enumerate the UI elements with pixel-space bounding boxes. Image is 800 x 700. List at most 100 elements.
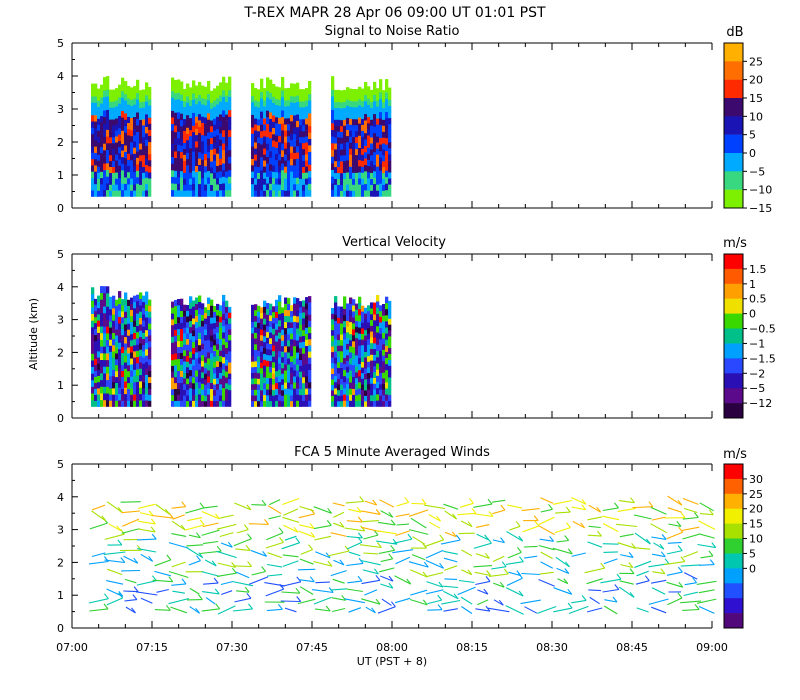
wind-barb <box>125 606 136 614</box>
heatmap-cell <box>127 171 131 179</box>
heatmap-cell <box>94 146 98 153</box>
heatmap-cell <box>349 178 353 185</box>
heatmap-cell <box>201 337 205 344</box>
heatmap-cell <box>192 164 196 171</box>
heatmap-cell <box>142 363 146 370</box>
wind-barb <box>189 606 200 614</box>
heatmap-cell <box>115 136 119 143</box>
wind-barb <box>491 566 507 570</box>
heatmap-cell <box>367 389 371 396</box>
heatmap-cell <box>124 81 128 88</box>
heatmap-cell <box>293 345 297 353</box>
wind-barb <box>619 580 634 585</box>
heatmap-cell <box>352 376 356 383</box>
wind-barb-flag <box>438 581 444 588</box>
heatmap-cell <box>192 365 196 372</box>
wind-barb <box>313 524 332 530</box>
heatmap-cell <box>346 377 350 384</box>
heatmap-cell <box>118 316 122 324</box>
heatmap-cell <box>287 118 291 125</box>
heatmap-segment <box>251 295 312 407</box>
heatmap-cell <box>349 303 353 310</box>
heatmap-cell <box>373 107 377 115</box>
heatmap-cell <box>302 377 306 384</box>
heatmap-cell <box>177 382 181 389</box>
heatmap-cell <box>349 142 353 149</box>
heatmap-cell <box>349 172 353 179</box>
heatmap-cell <box>266 103 270 111</box>
heatmap-cell <box>278 369 282 376</box>
heatmap-cell <box>130 327 134 335</box>
heatmap-cell <box>293 102 297 110</box>
heatmap-cell <box>121 305 125 312</box>
colorbar-swatch <box>724 478 743 495</box>
heatmap-cell <box>124 374 128 382</box>
heatmap-cell <box>302 119 306 126</box>
heatmap-cell <box>124 119 128 127</box>
heatmap-cell <box>343 357 347 364</box>
heatmap-cell <box>177 138 181 145</box>
heatmap-cell <box>358 190 362 197</box>
heatmap-cell <box>145 400 149 407</box>
heatmap-cell <box>379 333 383 340</box>
heatmap-cell <box>352 101 356 108</box>
heatmap-cell <box>358 369 362 377</box>
heatmap-cell <box>195 321 199 329</box>
heatmap-cell <box>112 154 116 162</box>
heatmap-cell <box>201 134 205 142</box>
heatmap-cell <box>275 299 279 306</box>
heatmap-cell <box>266 136 270 144</box>
heatmap-cell <box>257 89 261 96</box>
wind-barb-flag <box>533 515 539 521</box>
heatmap-cell <box>189 339 193 346</box>
heatmap-cell <box>130 382 134 389</box>
colorbar-swatch <box>724 116 743 135</box>
heatmap-cell <box>293 358 297 365</box>
heatmap-cell <box>186 389 190 396</box>
wind-profile <box>344 496 366 613</box>
heatmap-cell <box>337 328 341 335</box>
heatmap-cell <box>97 326 101 333</box>
wind-barb <box>650 523 668 534</box>
heatmap-cell <box>293 183 297 191</box>
heatmap-cell <box>302 365 306 372</box>
heatmap-cell <box>254 400 258 407</box>
heatmap-cell <box>340 190 344 197</box>
heatmap-cell <box>287 106 291 113</box>
wind-barb <box>185 507 205 514</box>
heatmap-cell <box>228 373 232 380</box>
heatmap-cell <box>287 130 291 137</box>
heatmap-cell <box>251 158 255 166</box>
heatmap-cell <box>293 351 297 359</box>
wind-barb <box>524 606 538 614</box>
heatmap-cell <box>278 400 282 407</box>
heatmap-cell <box>112 89 116 96</box>
heatmap-cell <box>210 305 214 312</box>
heatmap-cell <box>177 388 181 395</box>
heatmap-cell <box>334 172 338 179</box>
heatmap-cell <box>382 178 386 185</box>
heatmap-cell <box>370 119 374 126</box>
heatmap-cell <box>106 163 110 170</box>
heatmap-cell <box>186 102 190 109</box>
wind-barb <box>409 569 428 578</box>
heatmap-cell <box>192 93 196 100</box>
wind-barb <box>505 561 524 565</box>
heatmap-cell <box>192 353 196 360</box>
heatmap-cell <box>189 382 193 389</box>
wind-barb-flag <box>516 547 522 553</box>
wind-barb <box>248 523 269 525</box>
heatmap-cell <box>352 154 356 161</box>
wind-barb-flag <box>339 559 345 566</box>
heatmap-cell <box>260 157 264 164</box>
heatmap-cell <box>379 310 383 317</box>
heatmap-cell <box>296 400 300 407</box>
heatmap-cell <box>91 96 95 103</box>
heatmap-cell <box>379 118 383 126</box>
wind-barb <box>552 547 573 555</box>
heatmap-cell <box>361 142 365 149</box>
wind-barb <box>140 597 153 604</box>
wind-barb-flag <box>581 498 587 505</box>
heatmap-cell <box>115 112 119 119</box>
heatmap-cell <box>219 88 223 96</box>
